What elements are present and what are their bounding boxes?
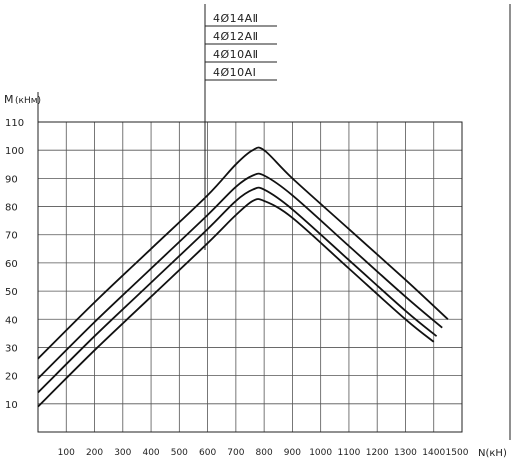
y-tick-label: 30 [5,343,18,354]
y-tick-label: 40 [5,315,18,326]
legend-entry: 4Ø10АⅠ [213,66,256,79]
x-tick-label: 1200 [366,448,389,458]
x-tick-label: 300 [114,448,131,458]
legend-entry: 4Ø14АⅡ [213,12,259,25]
y-tick-label: 80 [5,203,18,214]
y-tick-label: 60 [5,259,18,270]
series-line-3 [37,186,438,394]
x-tick-label: 700 [227,448,244,458]
x-tick-label: 100 [58,448,75,458]
plot-frame [37,4,511,440]
legend-entry: 4Ø12АⅡ [213,30,259,43]
x-tick-label: 1100 [337,448,360,458]
x-tick-label: 800 [256,448,273,458]
y-tick-label: 10 [5,400,18,411]
plot-border [37,121,463,433]
x-tick-label: 200 [86,448,103,458]
y-tick-label: 100 [5,146,24,157]
grid [38,122,462,432]
legend: 4Ø14АⅡ 4Ø12АⅡ 4Ø10АⅡ 4Ø10АⅠ [204,4,277,250]
series-line-1 [37,146,449,360]
y-tick-labels: 10 20 30 40 50 60 70 80 90 100 110 [5,118,24,411]
y-axis-label: M [4,93,14,106]
y-tick-label: 110 [5,118,24,129]
y-tick-label: 50 [5,287,18,298]
x-tick-label: 500 [171,448,188,458]
x-tick-label: 400 [142,448,159,458]
series-line-4 [37,198,435,408]
x-tick-label: 1300 [394,448,417,458]
x-tick-label: 1000 [309,448,332,458]
series-line-2 [37,172,443,380]
x-tick-label: 900 [284,448,301,458]
legend-entry: 4Ø10АⅡ [213,48,259,61]
x-tick-labels: 100 200 300 400 500 600 700 800 900 1000 1100 1200 1… [58,448,469,458]
y-tick-label: 70 [5,231,18,242]
x-tick-label: 1500 [446,448,469,458]
x-axis-label: N(кН) [478,448,507,459]
series-lines [37,146,449,408]
y-tick-label: 90 [5,174,18,185]
y-axis-unit: (кНм) [15,96,41,106]
x-tick-label: 600 [199,448,216,458]
x-tick-label: 1400 [422,448,445,458]
y-tick-label: 20 [5,372,18,383]
